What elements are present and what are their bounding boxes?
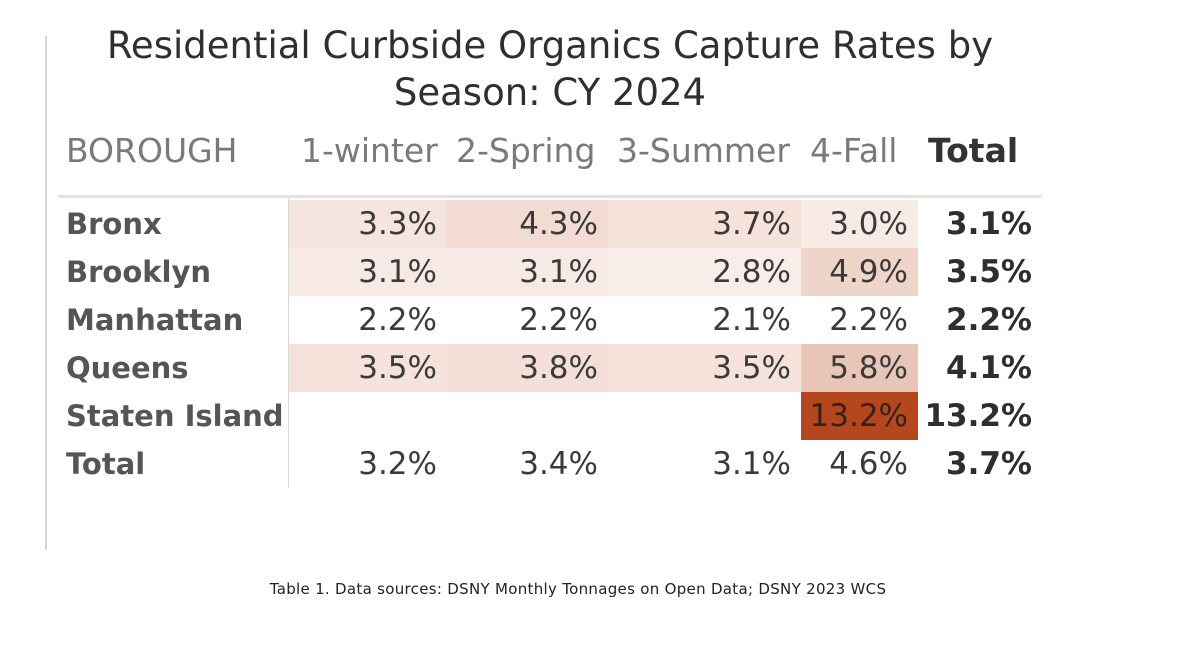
table-cell: 5.8% bbox=[801, 344, 918, 392]
row-label: Queens bbox=[66, 351, 189, 385]
table-cell: 4.6% bbox=[829, 446, 908, 482]
table-cell bbox=[447, 392, 608, 440]
column-header-fall: 4-Fall bbox=[810, 131, 898, 170]
table-cell: 3.3% bbox=[289, 200, 447, 248]
table-row-brooklyn: Brooklyn 3.1% 3.1% 2.8% 4.9% 3.5% bbox=[58, 248, 1048, 296]
table-cell: 2.2% bbox=[358, 302, 437, 338]
table-cell: 2.2% bbox=[946, 302, 1032, 338]
row-label: Bronx bbox=[66, 207, 162, 241]
matrix-header-row: BOROUGH 1-winter 2-Spring 3-Summer 4-Fal… bbox=[58, 128, 1048, 174]
table-cell: 3.1% bbox=[946, 206, 1032, 242]
row-label: Manhattan bbox=[66, 303, 244, 337]
table-cell: 3.0% bbox=[801, 200, 918, 248]
table-cell: 4.3% bbox=[447, 200, 608, 248]
row-label: Brooklyn bbox=[66, 255, 212, 289]
table-row-queens: Queens 3.5% 3.8% 3.5% 5.8% 4.1% bbox=[58, 344, 1048, 392]
header-divider bbox=[58, 195, 1042, 198]
table-cell: 3.1% bbox=[712, 446, 791, 482]
table-cell: 3.5% bbox=[608, 344, 801, 392]
column-header-winter: 1-winter bbox=[301, 131, 438, 170]
table-cell: 3.5% bbox=[946, 254, 1032, 290]
table-cell: 3.2% bbox=[358, 446, 437, 482]
table-cell: 3.1% bbox=[289, 248, 447, 296]
title-line-2: Season: CY 2024 bbox=[393, 71, 707, 114]
row-label: Total bbox=[66, 447, 146, 481]
row-label: Staten Island bbox=[66, 399, 284, 433]
table-row-bronx: Bronx 3.3% 4.3% 3.7% 3.0% 3.1% bbox=[58, 200, 1048, 248]
table-cell: 3.4% bbox=[519, 446, 598, 482]
row-header-divider bbox=[288, 198, 289, 488]
table-caption: Table 1. Data sources: DSNY Monthly Tonn… bbox=[269, 580, 887, 598]
table-cell: 3.7% bbox=[946, 446, 1032, 482]
column-header-total: Total bbox=[928, 131, 1019, 170]
table-cell: 4.1% bbox=[946, 350, 1032, 386]
table-cell bbox=[289, 392, 447, 440]
table-cell: 2.2% bbox=[519, 302, 598, 338]
table-cell: 3.8% bbox=[447, 344, 608, 392]
table-cell: 13.2% bbox=[924, 398, 1032, 434]
table-row-total: Total 3.2% 3.4% 3.1% 4.6% 3.7% bbox=[58, 440, 1048, 488]
table-row-staten-island: Staten Island 13.2% 13.2% bbox=[58, 392, 1048, 440]
table-cell: 2.2% bbox=[829, 302, 908, 338]
left-margin-rule bbox=[45, 36, 47, 550]
table-cell: 2.8% bbox=[608, 248, 801, 296]
table-cell: 3.5% bbox=[289, 344, 447, 392]
table-row-manhattan: Manhattan 2.2% 2.2% 2.1% 2.2% 2.2% bbox=[58, 296, 1048, 344]
capture-rate-matrix: BOROUGH 1-winter 2-Spring 3-Summer 4-Fal… bbox=[58, 128, 1048, 498]
table-cell: 13.2% bbox=[801, 392, 918, 440]
column-header-borough: BOROUGH bbox=[66, 131, 238, 170]
page-title: Residential Curbside Organics Capture Ra… bbox=[60, 22, 1040, 116]
table-cell: 3.1% bbox=[447, 248, 608, 296]
column-header-summer: 3-Summer bbox=[617, 131, 790, 170]
title-line-1: Residential Curbside Organics Capture Ra… bbox=[106, 24, 994, 67]
table-cell: 2.1% bbox=[712, 302, 791, 338]
table-cell: 4.9% bbox=[801, 248, 918, 296]
table-cell bbox=[608, 392, 801, 440]
table-cell: 3.7% bbox=[608, 200, 801, 248]
column-header-spring: 2-Spring bbox=[456, 131, 596, 170]
